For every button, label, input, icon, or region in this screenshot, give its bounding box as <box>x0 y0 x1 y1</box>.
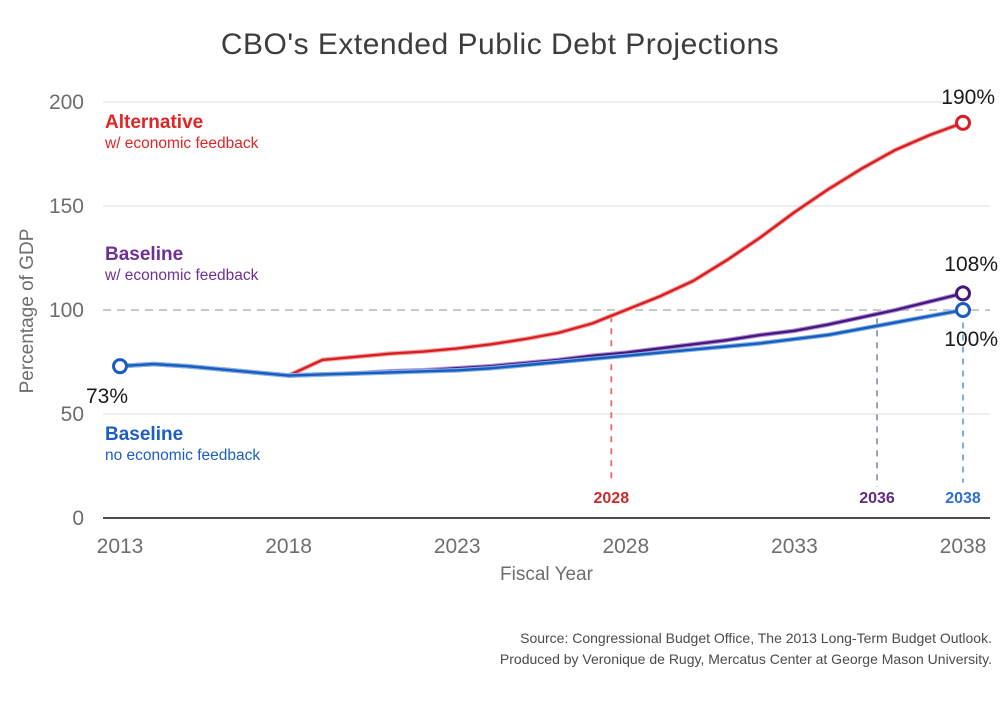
series-halo <box>117 307 966 378</box>
x-axis-label: Fiscal Year <box>500 564 593 585</box>
y-tick-label: 50 <box>61 403 84 426</box>
legend-alternative-name: Alternative <box>105 112 204 133</box>
guide-year-label: 2028 <box>594 490 630 507</box>
x-tick-label: 2018 <box>265 535 312 558</box>
chart-title: CBO's Extended Public Debt Projections <box>220 28 780 61</box>
legend-baseline-sub: no economic feedback <box>105 446 261 464</box>
x-tick-label: 2038 <box>940 535 987 558</box>
guide-year-label: 2038 <box>945 490 981 507</box>
legend-baseline: Baseline no economic feedback <box>105 424 260 465</box>
legend-baseline-name: Baseline <box>105 424 184 445</box>
y-tick-label: 0 <box>72 507 84 530</box>
source-line-2: Produced by Veronique de Rugy, Mercatus … <box>499 651 992 667</box>
data-point-marker <box>112 358 128 375</box>
guide-year-label: 2036 <box>859 490 895 507</box>
x-tick-label: 2013 <box>97 535 144 558</box>
legend-alternative-sub: w/ economic feedback <box>105 134 259 152</box>
annotation-alt-190: 190% <box>941 86 995 109</box>
annotation-base-fb-108: 108% <box>944 253 998 276</box>
y-tick-label: 100 <box>49 299 84 322</box>
x-tick-label: 2028 <box>602 535 649 558</box>
y-tick-label: 200 <box>49 91 84 114</box>
data-point-marker <box>955 302 971 318</box>
legend-baseline-feedback: Baseline w/ economic feedback <box>105 244 258 285</box>
source-note: Source: Congressional Budget Office, The… <box>500 628 992 670</box>
legend-baseline-feedback-sub: w/ economic feedback <box>105 266 259 284</box>
legend-alternative: Alternative w/ economic feedback <box>105 112 258 153</box>
x-tick-label: 2023 <box>434 535 481 558</box>
x-tick-label: 2033 <box>771 535 818 558</box>
data-point-marker <box>955 114 971 131</box>
annotation-start-73: 73% <box>86 385 129 408</box>
legend-baseline-feedback-name: Baseline <box>105 244 184 265</box>
y-tick-label: 150 <box>49 195 84 218</box>
data-point-marker <box>955 285 971 302</box>
series-line <box>118 308 965 377</box>
source-line-1: Source: Congressional Budget Office, The… <box>520 630 992 646</box>
annotation-base-100: 100% <box>944 328 998 351</box>
